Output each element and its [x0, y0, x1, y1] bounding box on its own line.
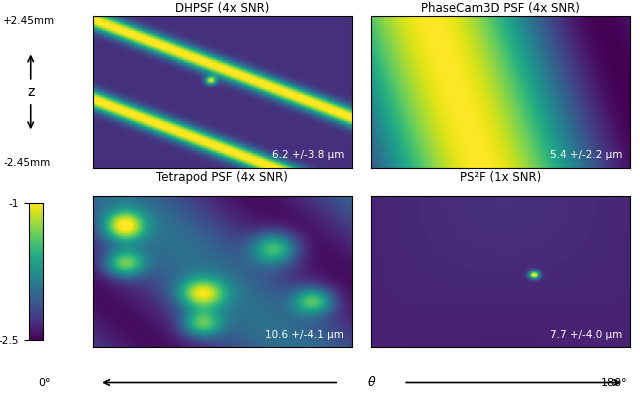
Text: 0°: 0° — [38, 377, 51, 387]
Text: Tetrapod PSF (4x SNR): Tetrapod PSF (4x SNR) — [156, 171, 289, 184]
Text: 6.2 +/-3.8 μm: 6.2 +/-3.8 μm — [272, 150, 344, 160]
Text: 7.7 +/-4.0 μm: 7.7 +/-4.0 μm — [550, 330, 623, 340]
Text: PS²F (1x SNR): PS²F (1x SNR) — [460, 171, 541, 184]
Title: DHPSF (4x SNR): DHPSF (4x SNR) — [175, 2, 269, 15]
Title: PhaseCam3D PSF (4x SNR): PhaseCam3D PSF (4x SNR) — [421, 2, 580, 15]
Text: +2.45mm: +2.45mm — [3, 16, 55, 26]
Text: 5.4 +/-2.2 μm: 5.4 +/-2.2 μm — [550, 150, 623, 160]
Text: θ: θ — [367, 376, 375, 389]
Text: 180°: 180° — [601, 377, 628, 387]
Text: -2.45mm: -2.45mm — [3, 158, 51, 168]
Text: 10.6 +/-4.1 μm: 10.6 +/-4.1 μm — [266, 330, 344, 340]
Text: z: z — [27, 85, 35, 99]
